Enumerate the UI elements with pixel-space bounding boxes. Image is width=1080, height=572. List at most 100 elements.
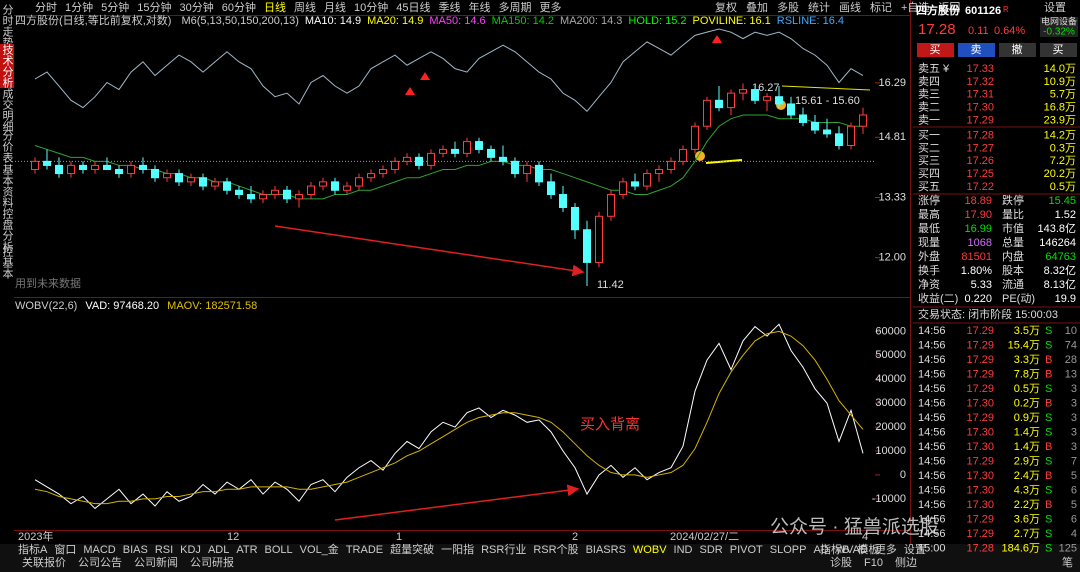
candle-body [367,173,375,179]
indicator-tab[interactable]: BIAS [123,544,148,556]
trade-button-label[interactable]: 卖 [971,43,982,56]
y-tick-label: -10000 [872,493,906,505]
sidebar-tab[interactable]: 成交明细 [1,88,13,132]
sidebar-tab[interactable]: 分价表 [1,130,13,163]
indicator-tab[interactable]: AD [813,544,828,556]
trade-button[interactable] [917,43,954,57]
indicator-tab[interactable]: 超量突破 [390,542,434,556]
footer-link[interactable]: 关联报价 [22,555,66,569]
tool-button[interactable]: 画线 [839,0,861,14]
footer-link[interactable]: 侧边 [895,556,917,569]
tool-button[interactable]: 复权 [715,0,737,14]
candle-body [295,194,303,200]
period-tab[interactable]: 60分钟 [222,0,256,14]
tool-button[interactable]: 多股 [777,0,799,14]
indicator-tab[interactable]: IND [674,544,693,556]
legend-entry: MA50: 14.6 [429,15,485,27]
footer-link[interactable]: 公司公告 [78,556,122,569]
footer-link[interactable]: 公司研报 [190,555,234,569]
indicator-tab[interactable]: 一阳指 [441,542,474,556]
tool-button[interactable]: 标记 [870,0,892,14]
indicator-tab[interactable]: 指标A [18,542,48,556]
y-tick-label: 40000 [875,373,906,385]
indicator-tab[interactable]: 指标B [820,542,849,556]
indicator-tab[interactable]: MACD [83,544,115,556]
trade-volume: 4.3万 [1014,484,1040,496]
indicator-tab[interactable]: WOBV [633,544,667,556]
trade-button-label[interactable]: 撤 [1012,42,1023,56]
sidebar-tab[interactable]: 控盘分析 [1,208,13,252]
sidebar-tab[interactable]: 技术分析 [0,44,14,88]
period-tab[interactable]: 45日线 [396,0,430,14]
period-tab[interactable]: 1分钟 [65,0,93,14]
period-tab[interactable]: 月线 [324,0,346,14]
callout: 买入背离 [580,416,640,433]
trade-button-label[interactable]: 买 [930,43,941,56]
period-tab[interactable]: 年线 [469,0,491,14]
period-tab[interactable]: 30分钟 [180,0,214,14]
period-tab[interactable]: 5分钟 [101,0,129,14]
candle-body [43,160,51,166]
indicator-tab[interactable]: VOL_金 [300,542,339,556]
candle-body [139,164,147,170]
settings[interactable]: 设置 [1044,1,1066,14]
trade-button[interactable] [999,43,1036,57]
trade-side: S [1045,455,1052,467]
legend-entry: M6(5,13,50,150,200,13) [181,15,298,27]
period-tab[interactable]: 周线 [294,0,316,14]
indicator-tab[interactable]: ATR [236,544,257,556]
footer-link[interactable]: F10 [864,557,883,569]
book-volume: 10.9万 [1044,76,1076,88]
tool-button[interactable]: 统计 [808,1,830,14]
trade-volume: 1.4万 [1014,441,1040,453]
period-tab[interactable]: 日线 [264,0,286,14]
indicator-tab[interactable]: 窗口 [54,542,76,556]
sidebar-tab[interactable]: 控基本 [1,246,13,279]
trade-count: 74 [1065,339,1077,351]
stock-name: 四方股份 [916,3,961,17]
period-tab[interactable]: 15分钟 [137,0,171,14]
indicator-tab[interactable]: PIVOT [730,544,763,556]
sidebar-tab[interactable]: 基本资料 [1,164,13,208]
candle-body [583,229,591,263]
trade-volume: 2.4万 [1014,470,1040,482]
sector-name[interactable]: 电网设备 [1041,15,1077,26]
indicator-tab[interactable]: 设置 [904,543,926,556]
footer-link[interactable]: 诊股 [830,555,852,569]
trade-button[interactable] [958,43,995,57]
indicator-tab[interactable]: WVAD [836,544,868,556]
trade-count: 3 [1071,412,1077,424]
footer-link[interactable]: 公司新闻 [134,555,178,569]
indicator-tab[interactable]: SLOPP [770,544,807,556]
period-tab[interactable]: 季线 [439,0,461,14]
indicator-tab[interactable]: RSI [155,544,173,556]
trade-side: S [1045,383,1052,395]
candle-body [739,89,747,94]
trade-button[interactable] [1040,43,1077,57]
note: 用到未来数据 [15,276,81,290]
tool-button[interactable]: +自选 [901,1,929,14]
indicator-tab[interactable]: BOLL [265,544,293,556]
y-tick-label: 14.81 [878,131,906,143]
trade-price: 17.30 [966,426,994,438]
period-tab[interactable]: 更多 [540,0,562,14]
indicator-tab[interactable]: 更多 [875,542,897,556]
indicator-tab[interactable]: ADL [208,544,229,556]
period-tab[interactable]: 分时 [35,1,57,14]
tool-button[interactable]: 叠加 [746,1,768,14]
indicator-tab[interactable]: 模板 [857,542,879,556]
trade-volume: 15.4万 [1008,339,1040,351]
period-tab[interactable]: 多周期 [499,0,532,14]
indicator-tab[interactable]: RSR行业 [481,543,526,556]
indicator-tab[interactable]: RSR个股 [533,543,578,556]
indicator-tab[interactable]: SDR [700,544,723,556]
indicator-tab[interactable]: BIASRS [586,544,626,556]
indicator-tab[interactable]: TRADE [346,544,383,556]
tool-button[interactable]: 返回 [938,1,960,14]
pen-button[interactable]: 笔 [1062,555,1073,569]
indicator-tab[interactable]: KDJ [180,544,201,556]
candle-body [271,189,279,196]
period-tab[interactable]: 10分钟 [354,0,388,14]
sidebar-tab[interactable]: 分时走势 [1,4,13,48]
trade-button-label[interactable]: 买 [1053,43,1064,56]
